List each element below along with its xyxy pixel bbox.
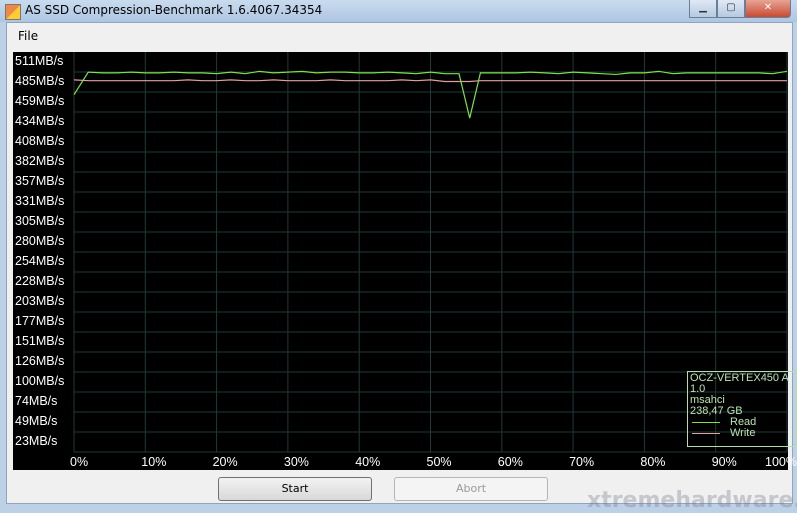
y-tick-label: 126MB/s	[15, 354, 65, 368]
legend-read: Read	[730, 416, 757, 428]
y-tick-label: 49MB/s	[15, 414, 58, 428]
y-tick-label: 434MB/s	[15, 114, 65, 128]
menu-file[interactable]: File	[18, 29, 39, 43]
x-tick-label: 100%	[765, 455, 797, 469]
y-tick-label: 228MB/s	[15, 274, 65, 288]
x-tick-label: 10%	[141, 455, 167, 469]
x-tick-label: 50%	[426, 455, 452, 469]
close-button[interactable]: ✕	[745, 0, 791, 18]
y-tick-label: 151MB/s	[15, 334, 65, 348]
y-tick-label: 459MB/s	[15, 94, 65, 108]
legend-read-swatch	[692, 422, 720, 423]
legend-write: Write	[730, 427, 756, 439]
chart-plot	[73, 52, 788, 453]
y-tick-label: 357MB/s	[15, 174, 65, 188]
y-tick-label: 408MB/s	[15, 134, 65, 148]
y-tick-label: 23MB/s	[15, 434, 58, 448]
legend: OCZ-VERTEX450 A 1.0 msahci 238,47 GB Rea…	[687, 371, 797, 447]
y-tick-label: 511MB/s	[15, 54, 64, 68]
x-tick-label: 90%	[711, 455, 737, 469]
y-tick-label: 74MB/s	[15, 394, 58, 408]
x-tick-label: 0%	[70, 455, 89, 469]
y-tick-label: 100MB/s	[15, 374, 65, 388]
legend-firmware: 1.0	[690, 383, 706, 395]
legend-size: 238,47 GB	[690, 405, 743, 417]
series-read-line	[73, 70, 788, 119]
x-tick-label: 20%	[212, 455, 238, 469]
x-tick-label: 70%	[569, 455, 595, 469]
app-icon	[5, 4, 21, 20]
y-tick-label: 203MB/s	[15, 294, 65, 308]
abort-button[interactable]: Abort	[394, 477, 548, 501]
series-write-line	[73, 79, 787, 83]
start-button[interactable]: Start	[218, 477, 372, 501]
x-tick-label: 40%	[355, 455, 381, 469]
maximize-button[interactable]: ▢	[717, 0, 745, 18]
client-area: File OCZ-VERTEX450 A 1.0 msahci 238,47 G…	[6, 22, 797, 513]
x-tick-label: 30%	[283, 455, 309, 469]
y-tick-label: 331MB/s	[15, 194, 65, 208]
minimize-button[interactable]: ▁	[689, 0, 717, 18]
y-tick-label: 254MB/s	[15, 254, 65, 268]
window-title: AS SSD Compression-Benchmark 1.6.4067.34…	[25, 3, 323, 17]
y-tick-label: 305MB/s	[15, 214, 65, 228]
watermark: xtremehardware.com	[587, 488, 797, 513]
legend-driver: msahci	[690, 394, 725, 406]
legend-device: OCZ-VERTEX450 A	[690, 372, 789, 384]
x-tick-label: 80%	[640, 455, 666, 469]
benchmark-chart: OCZ-VERTEX450 A 1.0 msahci 238,47 GB Rea…	[13, 52, 797, 470]
x-tick-label: 60%	[497, 455, 523, 469]
y-tick-label: 177MB/s	[15, 314, 65, 328]
y-tick-label: 485MB/s	[15, 74, 65, 88]
y-tick-label: 280MB/s	[15, 234, 65, 248]
title-bar: AS SSD Compression-Benchmark 1.6.4067.34…	[0, 0, 797, 22]
y-tick-label: 382MB/s	[15, 154, 65, 168]
legend-write-swatch	[692, 433, 720, 434]
